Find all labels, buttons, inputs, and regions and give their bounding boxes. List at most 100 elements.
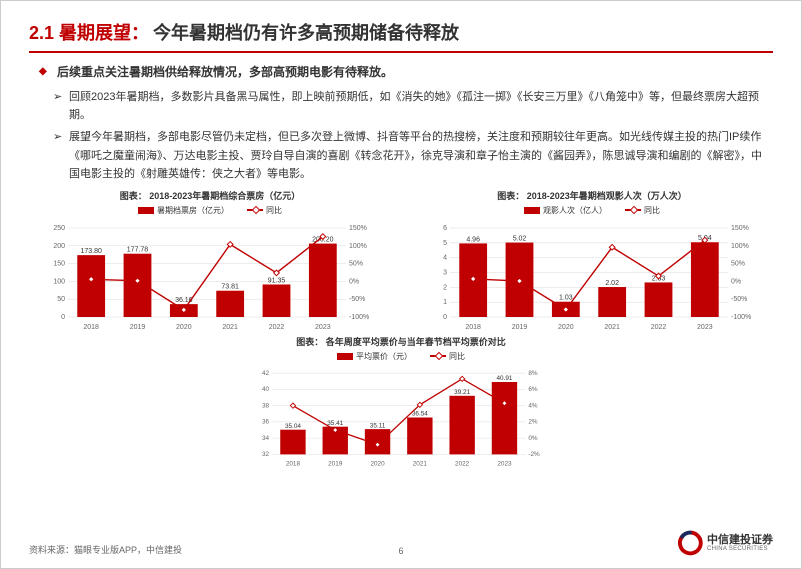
svg-text:150%: 150% <box>731 225 749 232</box>
chart-2-body: 0 1 2 3 4 5 6 -100% -50% 0% 50% 100% 150% 4.96 5.02 1.0… <box>411 218 773 333</box>
svg-text:35.04: 35.04 <box>285 423 301 430</box>
svg-text:2%: 2% <box>528 419 538 426</box>
legend-line-label: 同比 <box>266 205 282 216</box>
svg-text:35.11: 35.11 <box>369 422 385 429</box>
svg-text:38: 38 <box>262 402 270 409</box>
svg-text:2022: 2022 <box>269 324 285 331</box>
charts-bottom-row: 图表： 各年周度平均票价与当年春节档平均票价对比 平均票价（元） 同比 32 34… <box>29 335 773 469</box>
bullet-sub-1: 回顾2023年暑期档，多数影片具备黑马属性，即上映前预期低，如《消失的她》《孤注… <box>43 88 767 124</box>
logo-en: CHINA SECURITIES <box>707 546 773 553</box>
svg-text:2023: 2023 <box>315 324 331 331</box>
legend-bar-label: 平均票价（元） <box>356 351 412 362</box>
svg-text:1: 1 <box>443 299 447 306</box>
svg-text:100%: 100% <box>349 243 367 250</box>
page-number: 6 <box>398 546 403 556</box>
svg-text:-100%: -100% <box>349 314 369 321</box>
svg-text:5: 5 <box>443 240 447 247</box>
svg-text:4: 4 <box>443 255 447 262</box>
svg-text:2018: 2018 <box>285 460 300 467</box>
chart-2-legend: 观影人次（亿人） 同比 <box>411 205 773 216</box>
chart-3-legend: 平均票价（元） 同比 <box>208 351 595 362</box>
svg-text:5.02: 5.02 <box>513 235 527 242</box>
chart-1-body: 050100150200250-100%-50%0%50%100%150%173… <box>29 218 391 333</box>
svg-text:0: 0 <box>61 314 65 321</box>
svg-text:2019: 2019 <box>130 324 146 331</box>
legend-line-label: 同比 <box>644 205 660 216</box>
svg-text:200: 200 <box>53 243 65 250</box>
svg-text:36.54: 36.54 <box>411 411 427 418</box>
svg-text:2: 2 <box>443 284 447 291</box>
svg-text:2021: 2021 <box>412 460 427 467</box>
svg-text:50%: 50% <box>349 260 363 267</box>
svg-text:40.91: 40.91 <box>496 375 512 382</box>
svg-text:2023: 2023 <box>497 460 512 467</box>
legend-bar-label: 暑期档票房（亿元） <box>157 205 229 216</box>
legend-line-icon <box>430 355 446 357</box>
legend-bar-icon <box>524 207 540 214</box>
legend-line-icon <box>625 209 641 211</box>
svg-text:-2%: -2% <box>528 451 540 458</box>
legend-bar-icon <box>337 353 353 360</box>
svg-text:39.21: 39.21 <box>454 389 470 396</box>
svg-text:2021: 2021 <box>604 324 620 331</box>
svg-text:0%: 0% <box>528 435 538 442</box>
svg-text:1.03: 1.03 <box>559 295 573 302</box>
charts-top-row: 图表： 2018-2023年暑期档综合票房（亿元） 暑期档票房（亿元） 同比 0… <box>29 189 773 333</box>
svg-text:0%: 0% <box>349 278 359 285</box>
svg-text:2019: 2019 <box>328 460 343 467</box>
svg-text:6: 6 <box>443 225 447 232</box>
legend-line-icon <box>247 209 263 211</box>
svg-text:2022: 2022 <box>455 460 470 467</box>
svg-text:2.02: 2.02 <box>605 280 619 287</box>
logo-text: 中信建投证券 CHINA SECURITIES <box>707 534 773 553</box>
svg-text:34: 34 <box>262 435 270 442</box>
svg-text:40: 40 <box>262 386 270 393</box>
body-text: 后续重点关注暑期档供给释放情况，多部高预期电影有待释放。 回顾2023年暑期档，… <box>29 63 773 183</box>
svg-text:0%: 0% <box>731 278 741 285</box>
svg-text:2022: 2022 <box>651 324 667 331</box>
svg-text:42: 42 <box>262 370 270 377</box>
svg-text:100: 100 <box>53 278 65 285</box>
svg-text:173.80: 173.80 <box>80 248 102 255</box>
chart-1: 图表： 2018-2023年暑期档综合票房（亿元） 暑期档票房（亿元） 同比 0… <box>29 189 391 333</box>
svg-text:150: 150 <box>53 260 65 267</box>
svg-text:36: 36 <box>262 419 270 426</box>
logo-icon <box>677 530 703 556</box>
svg-text:50%: 50% <box>731 260 745 267</box>
svg-text:4.96: 4.96 <box>466 236 480 243</box>
chart-3-title: 图表： 各年周度平均票价与当年春节档平均票价对比 <box>208 335 595 348</box>
chart-1-legend: 暑期档票房（亿元） 同比 <box>29 205 391 216</box>
svg-text:35.41: 35.41 <box>327 420 343 427</box>
svg-text:2021: 2021 <box>222 324 238 331</box>
legend-line-label: 同比 <box>449 351 465 362</box>
svg-text:150%: 150% <box>349 225 367 232</box>
svg-text:-50%: -50% <box>731 296 747 303</box>
svg-text:0: 0 <box>443 314 447 321</box>
slide-page: 2.1 暑期展望： 今年暑期档仍有许多高预期储备待释放 后续重点关注暑期档供给释… <box>0 0 802 569</box>
svg-text:73.81: 73.81 <box>221 284 239 291</box>
bullet-main: 后续重点关注暑期档供给释放情况，多部高预期电影有待释放。 <box>43 63 767 82</box>
svg-text:6%: 6% <box>528 386 538 393</box>
chart-3: 图表： 各年周度平均票价与当年春节档平均票价对比 平均票价（元） 同比 32 34… <box>208 335 595 469</box>
chart-1-title: 图表： 2018-2023年暑期档综合票房（亿元） <box>29 189 391 202</box>
svg-text:32: 32 <box>262 451 270 458</box>
logo-cn: 中信建投证券 <box>707 534 773 546</box>
svg-text:91.35: 91.35 <box>268 277 286 284</box>
chart-3-body: 323436384042-2%0%2%4%6%8%35.0435.4135.11… <box>208 364 595 469</box>
section-number: 2.1 暑期展望： <box>29 19 149 45</box>
svg-text:2020: 2020 <box>176 324 192 331</box>
svg-text:100%: 100% <box>731 243 749 250</box>
svg-text:4%: 4% <box>528 402 538 409</box>
svg-text:-100%: -100% <box>731 314 751 321</box>
legend-bar-label: 观影人次（亿人） <box>543 205 607 216</box>
bullet-sub-2: 展望今年暑期档，多部电影尽管仍未定档，但已多次登上微博、抖音等平台的热搜榜，关注… <box>43 128 767 182</box>
svg-text:50: 50 <box>57 296 65 303</box>
svg-text:3: 3 <box>443 269 447 276</box>
svg-text:-50%: -50% <box>349 296 365 303</box>
svg-text:177.78: 177.78 <box>127 247 149 254</box>
chart-2: 图表： 2018-2023年暑期档观影人次（万人次） 观影人次（亿人） 同比 0… <box>411 189 773 333</box>
page-title: 今年暑期档仍有许多高预期储备待释放 <box>153 19 459 45</box>
source-text: 资料来源：猫眼专业版APP，中信建投 <box>29 543 182 556</box>
svg-text:2020: 2020 <box>370 460 385 467</box>
svg-text:2018: 2018 <box>465 324 481 331</box>
